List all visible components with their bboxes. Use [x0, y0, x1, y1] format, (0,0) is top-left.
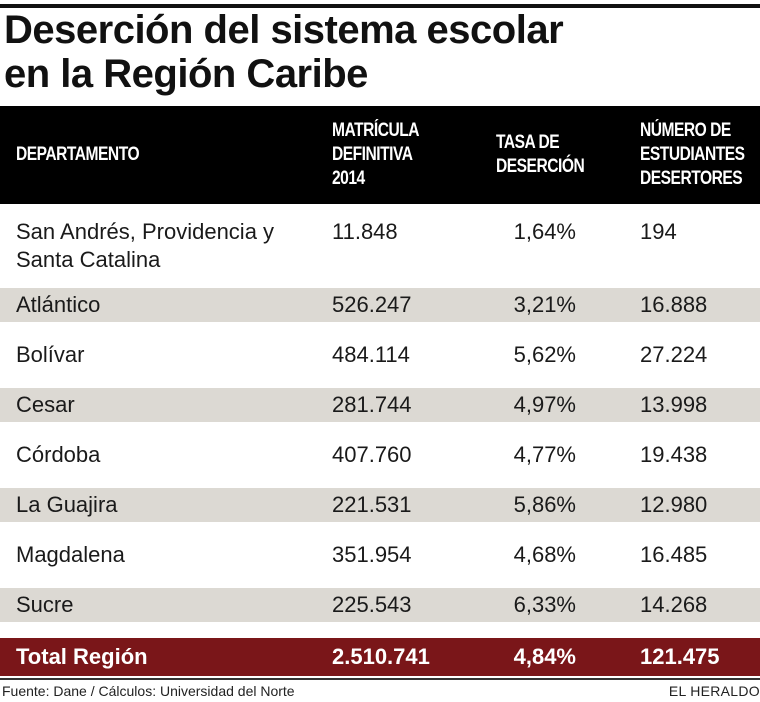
table-row: Bolívar 484.114 5,62% 27.224: [0, 322, 760, 388]
row-spacer: [0, 622, 760, 638]
headline: Deserción del sistema escolar en la Regi…: [4, 8, 754, 96]
cell-departamento: Bolívar: [16, 342, 85, 367]
source-note: Fuente: Dane / Cálculos: Universidad del…: [2, 683, 295, 699]
header-numero: NÚMERO DE ESTUDIANTES DESERTORES: [640, 120, 745, 189]
cell-departamento: Cesar: [16, 392, 75, 417]
cell-departamento: San Andrés, Providencia y Santa Catalina: [16, 219, 275, 272]
table-row: Magdalena 351.954 4,68% 16.485: [0, 522, 760, 588]
table-row: Cesar 281.744 4,97% 13.998: [0, 388, 760, 422]
desercion-table: DEPARTAMENTO MATRÍCULA DEFINITIVA 2014 T…: [0, 106, 760, 676]
headline-line-1: Deserción del sistema escolar: [4, 8, 564, 52]
cell-numero: 27.224: [640, 342, 708, 367]
cell-tasa: 3,21%: [513, 292, 576, 317]
cell-tasa: 5,86%: [513, 492, 576, 517]
table-row: Sucre 225.543 6,33% 14.268: [0, 588, 760, 622]
total-numero: 121.475: [640, 644, 720, 669]
table-row: La Guajira 221.531 5,86% 12.980: [0, 488, 760, 522]
cell-numero: 14.268: [640, 592, 708, 617]
cell-matricula: 351.954: [332, 542, 412, 567]
table-row: Atlántico 526.247 3,21% 16.888: [0, 288, 760, 322]
headline-line-2: en la Región Caribe: [4, 52, 368, 96]
cell-matricula: 526.247: [332, 292, 412, 317]
publisher-brand: EL HERALDO: [668, 683, 760, 699]
footer: Fuente: Dane / Cálculos: Universidad del…: [0, 682, 760, 700]
cell-tasa: 4,68%: [513, 542, 576, 567]
cell-departamento: Córdoba: [16, 442, 101, 467]
cell-departamento: Atlántico: [16, 292, 101, 317]
total-row: Total Región 2.510.741 4,84% 121.475: [0, 638, 760, 676]
cell-tasa: 1,64%: [513, 219, 576, 244]
cell-tasa: 5,62%: [513, 342, 576, 367]
top-rule: [0, 4, 760, 8]
cell-matricula: 225.543: [332, 592, 412, 617]
cell-tasa: 4,77%: [513, 442, 576, 467]
cell-numero: 16.888: [640, 292, 708, 317]
cell-matricula: 11.848: [332, 219, 398, 244]
cell-matricula: 407.760: [332, 442, 412, 467]
cell-numero: 12.980: [640, 492, 708, 517]
total-label: Total Región: [16, 644, 148, 669]
table-header: DEPARTAMENTO MATRÍCULA DEFINITIVA 2014 T…: [0, 106, 760, 204]
total-tasa: 4,84%: [513, 644, 576, 669]
cell-numero: 13.998: [640, 392, 708, 417]
header-tasa: TASA DE DESERCIÓN: [496, 132, 585, 177]
cell-tasa: 6,33%: [513, 592, 576, 617]
table-row: Córdoba 407.760 4,77% 19.438: [0, 422, 760, 488]
cell-departamento: Magdalena: [16, 542, 125, 567]
total-matricula: 2.510.741: [332, 644, 430, 669]
table-row: San Andrés, Providencia y Santa Catalina…: [0, 204, 760, 288]
bottom-rule: [0, 678, 760, 680]
cell-departamento: Sucre: [16, 592, 74, 617]
cell-numero: 19.438: [640, 442, 708, 467]
cell-tasa: 4,97%: [513, 392, 576, 417]
header-matricula: MATRÍCULA DEFINITIVA 2014: [332, 120, 420, 189]
header-departamento: DEPARTAMENTO: [16, 144, 140, 165]
cell-numero: 194: [640, 219, 677, 244]
cell-numero: 16.485: [640, 542, 708, 567]
cell-departamento: La Guajira: [16, 492, 118, 517]
cell-matricula: 281.744: [332, 392, 412, 417]
cell-matricula: 221.531: [332, 492, 412, 517]
cell-matricula: 484.114: [332, 342, 410, 367]
